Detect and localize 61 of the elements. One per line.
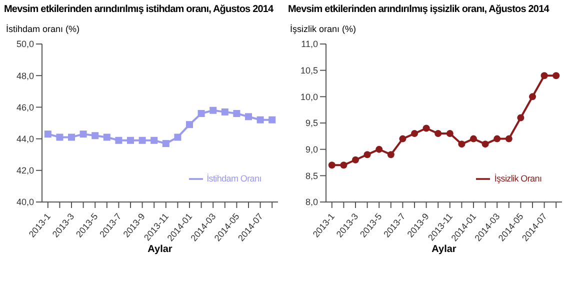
y-tick-label: 46,0 (16, 102, 34, 112)
point (364, 151, 371, 158)
point (434, 130, 442, 138)
x-axis-title: Aylar (432, 244, 456, 255)
point (103, 134, 110, 141)
point (150, 136, 158, 144)
point (494, 135, 501, 142)
chart-title: Mevsim etkilerinden arındırılmış işsizlik oranı, Ağustos 2014 (288, 4, 549, 15)
x-axis-title: Aylar (148, 244, 172, 255)
y-tick-label: 9,5 (305, 118, 318, 128)
y-tick-label: 9,0 (305, 144, 318, 155)
y-tick-label: 8,0 (305, 197, 318, 208)
y-tick-label: 44,0 (16, 134, 34, 144)
point (233, 110, 240, 118)
point (127, 136, 134, 144)
point (552, 72, 560, 80)
legend-label: İşsizlik Oranı (494, 173, 542, 184)
point (458, 140, 466, 148)
point (529, 93, 536, 100)
point (186, 121, 193, 128)
point (256, 116, 264, 124)
point (198, 110, 205, 118)
point (340, 162, 348, 169)
point (540, 72, 548, 80)
point (245, 113, 252, 120)
point (446, 130, 454, 138)
point (138, 136, 146, 144)
chart-title: Mevsim etkilerinden arındırılmış istihdam oranı, Ağustos 2014 (4, 4, 274, 15)
point (210, 106, 217, 114)
point (482, 140, 489, 148)
point (352, 156, 359, 164)
point (328, 162, 336, 169)
point (517, 114, 524, 122)
point (387, 151, 394, 158)
y-tick-label: 50,0 (16, 39, 34, 50)
y-axis-title: İşsizlik oranı (%) (290, 24, 356, 34)
y-tick-label: 11,0 (301, 39, 318, 50)
point (92, 132, 99, 140)
y-axis-title: İstihdam oranı (%) (6, 24, 80, 34)
point (422, 124, 430, 132)
y-tick-label: 42,0 (16, 166, 34, 176)
y-tick-label: 8,5 (305, 170, 318, 181)
point (56, 134, 64, 141)
point (68, 134, 75, 141)
legend-label: İstihdam Oranı (206, 173, 262, 184)
point (268, 116, 276, 124)
y-tick-label: 10,5 (300, 66, 318, 76)
y-tick-label: 40,0 (16, 197, 34, 208)
point (399, 135, 406, 142)
point (221, 108, 228, 116)
y-tick-label: 10,0 (300, 92, 318, 102)
point (162, 140, 170, 148)
point (115, 136, 122, 144)
point (470, 135, 477, 142)
point (376, 146, 383, 153)
point (505, 135, 512, 142)
point (411, 130, 418, 138)
y-tick-label: 48,0 (16, 70, 34, 81)
point (44, 130, 52, 138)
point (80, 130, 87, 138)
point (174, 134, 182, 141)
